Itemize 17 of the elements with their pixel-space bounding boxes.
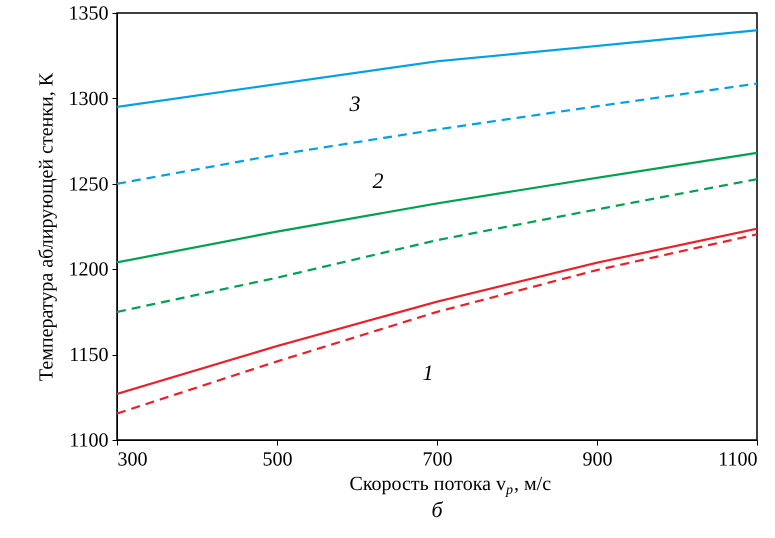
annotation: 2 — [372, 168, 384, 193]
y-axis-title: Температура аблирующей стенки, К — [36, 72, 58, 382]
y-tick-label: 1100 — [69, 430, 108, 452]
x-tick-label: 700 — [422, 448, 452, 470]
annotation: 1 — [422, 360, 434, 385]
x-tick-label: 900 — [582, 448, 612, 470]
y-tick-label: 1200 — [68, 258, 108, 281]
x-tick-label: 500 — [262, 448, 292, 470]
x-tick-label: 300 — [118, 448, 148, 470]
y-tick-label: 1350 — [68, 2, 108, 24]
y-tick-label: 1150 — [69, 344, 108, 366]
y-tick-label: 1250 — [68, 173, 108, 196]
line-series — [116, 152, 758, 264]
x-tick-label: 1100 — [718, 448, 758, 470]
annotation: 3 — [348, 91, 360, 116]
y-tick-label: 1300 — [68, 88, 108, 110]
text: б — [431, 497, 444, 522]
